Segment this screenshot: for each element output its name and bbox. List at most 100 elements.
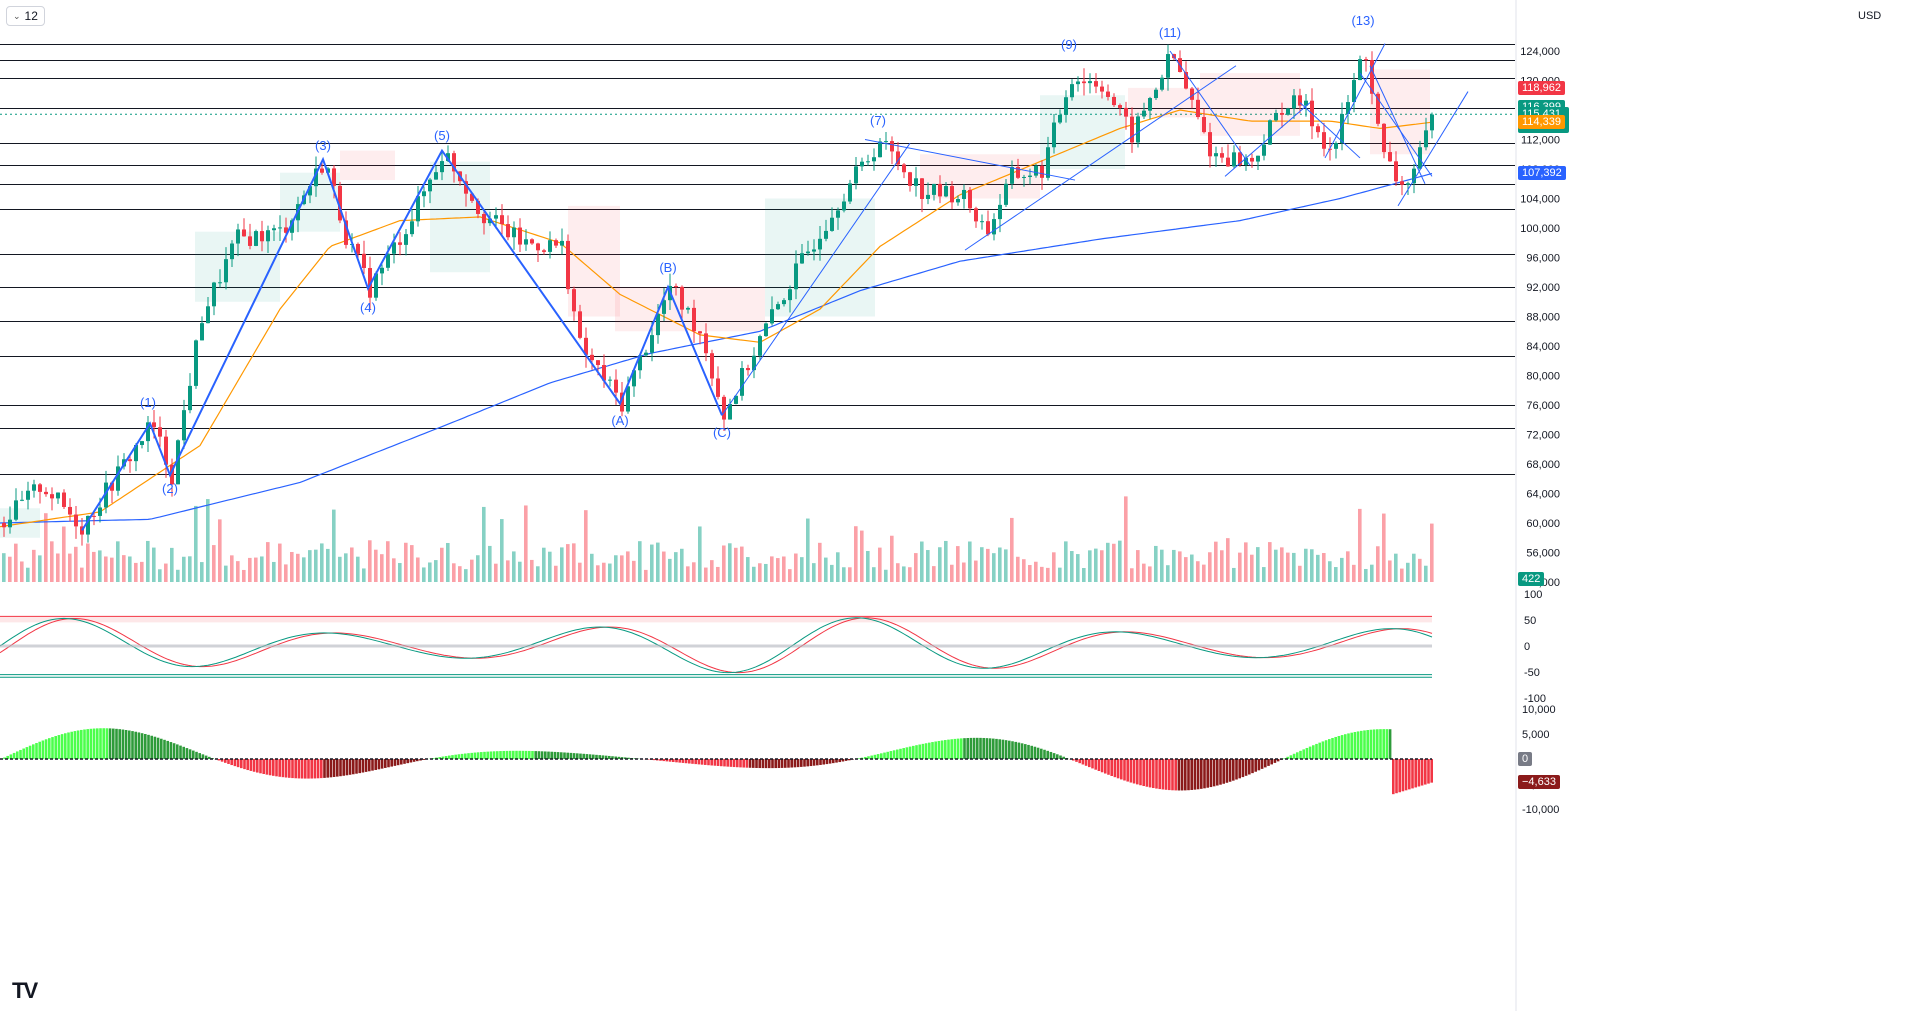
volume-bar [1370,564,1374,582]
candle-body [1418,147,1422,169]
volume-bar [500,519,504,582]
price-tag-red[interactable]: 118,962 [1518,81,1565,96]
candle-body [578,311,582,338]
momentum-bar [745,759,749,768]
candle-body [248,236,252,246]
volume-bar [770,556,774,582]
volume-bar [740,546,744,582]
volume-bar [644,569,648,582]
volume-bar [134,562,138,582]
volume-bar [668,558,672,582]
momentum-bar [1299,750,1302,759]
momentum-bar [774,759,777,769]
momentum-bar [198,753,201,759]
momentum-bar [76,730,80,759]
price-tag-blue[interactable]: 107,392 [1518,166,1566,181]
momentum-zero-tag[interactable]: 0 [1518,752,1533,766]
tradingview-logo-icon[interactable]: TV [12,978,38,1003]
candle-body [62,492,66,507]
candle-body [236,229,240,244]
momentum-bar [563,752,566,759]
candle-body [1202,117,1206,133]
candle-body [1238,152,1242,165]
momentum-bar [134,731,137,759]
volume-bar [374,549,378,582]
wave-label: (4) [360,300,376,315]
wave-lines[interactable] [81,43,1469,531]
momentum-bar [1312,745,1315,759]
candle-body [44,491,48,495]
momentum-bar [332,759,336,777]
price-tick-label: 72,000 [1526,430,1560,442]
candlestick-series [2,44,1434,546]
volume-bar [1088,550,1092,582]
volume-bar [872,567,876,582]
momentum-bar [1238,759,1241,779]
volume-bar [1346,551,1350,582]
momentum-bar [371,759,374,771]
interval-selector[interactable]: ⌄ 12 [6,6,45,26]
price-axis[interactable]: 124,000120,000116,000112,000108,000104,0… [1515,0,1560,1011]
volume-bar [1430,523,1434,582]
candle-body [758,336,762,356]
volume-bar [452,563,456,582]
volume-bar [1022,559,1026,582]
candle-body [1112,96,1116,106]
volume-bar [1244,542,1248,582]
volume-bar [926,550,930,582]
momentum-bar [675,759,678,763]
currency-selector[interactable]: USD [1852,6,1887,26]
volume-bar [218,519,222,582]
momentum-bar [182,746,185,759]
candle-body [260,231,264,242]
momentum-bar [1232,759,1235,781]
volume-bar [746,557,750,582]
volume-bar [602,562,606,582]
momentum-bar [995,738,998,759]
momentum-bar [972,737,976,759]
momentum-bar [16,751,19,759]
momentum-bar [707,759,710,766]
momentum-pane [0,728,1433,795]
candle-body [428,179,432,192]
volume-bar [290,551,294,582]
momentum-bar [918,744,921,759]
momentum-bar [752,759,755,768]
momentum-bar [1369,729,1373,759]
candle-body [1184,72,1188,89]
volume-bar [956,546,960,582]
volume-bar [842,567,846,582]
candle-body [20,499,24,501]
momentum-bar [1216,759,1219,786]
momentum-bar [249,759,253,771]
volume-tag[interactable]: 422 [1518,572,1545,586]
volume-bar [1208,552,1212,582]
candle-body [230,243,234,260]
volume-bar [1268,542,1272,582]
momentum-bar [684,759,688,764]
momentum-bar [761,759,765,769]
candle-body [656,313,660,336]
momentum-bar [1385,729,1389,759]
volume-bar [818,542,822,582]
price-tag-orange[interactable]: 114,339 [1518,115,1565,130]
momentum-value-tag[interactable]: −4,633 [1518,775,1560,790]
momentum-bar [147,734,150,759]
candle-body [1382,123,1386,153]
volume-bar [14,543,18,582]
candle-body [866,161,870,163]
volume-bar [800,557,804,582]
momentum-bar [960,738,963,759]
momentum-bar [870,755,873,759]
momentum-bar [809,759,813,767]
momentum-bar [268,759,272,776]
volume-bar [1082,568,1086,582]
momentum-bar [729,759,733,767]
candle-body [1064,97,1068,115]
volume-bar [494,563,498,582]
momentum-bar [1184,759,1187,791]
momentum-bar [1270,759,1273,765]
candle-body [1364,59,1368,61]
candle-body [146,422,150,442]
